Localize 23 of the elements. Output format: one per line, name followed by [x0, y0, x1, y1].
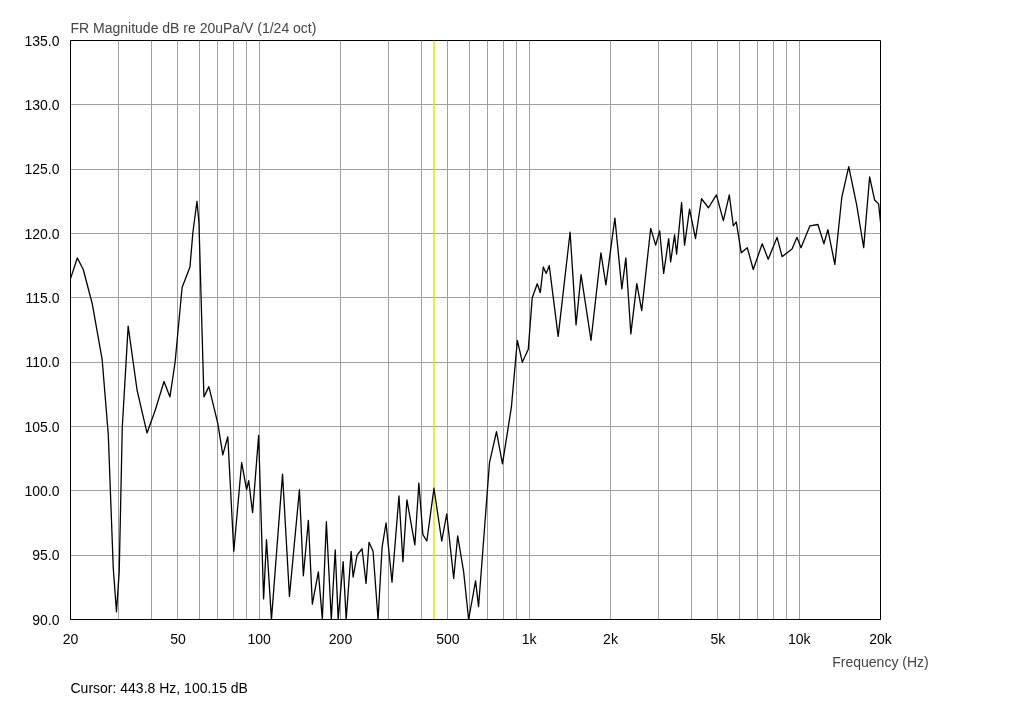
x-tick-label: 200 — [328, 630, 353, 647]
y-tick-label: 95.0 — [32, 547, 60, 564]
x-tick-label: 50 — [170, 630, 186, 647]
x-tick-label: 500 — [436, 630, 460, 647]
x-tick-label: 100 — [247, 630, 272, 647]
x-tick-label: 1k — [521, 630, 538, 647]
y-tick-label: 130.0 — [24, 96, 60, 113]
y-tick-label: 125.0 — [24, 161, 60, 178]
x-tick-label: 20 — [62, 630, 79, 647]
x-tick-label: 10k — [787, 630, 812, 647]
x-tick-label: 2k — [603, 630, 619, 647]
y-tick-label: 110.0 — [25, 354, 60, 371]
y-tick-label: 120.0 — [24, 225, 60, 242]
y-tick-label: 90.0 — [32, 611, 60, 628]
y-tick-label: 100.0 — [24, 482, 60, 499]
x-tick-label: 5k — [710, 630, 727, 647]
x-axis-title: Frequency (Hz) — [832, 653, 929, 670]
x-tick-label: 20k — [869, 630, 893, 647]
y-tick-label: 135.0 — [24, 32, 60, 49]
chart-title: FR Magnitude dB re 20uPa/V (1/24 oct) — [70, 19, 317, 36]
text: Cursor: 443.8 Hz, 100.15 dB — [70, 679, 248, 696]
y-tick-label: 105.0 — [24, 418, 60, 435]
y-tick-label: 115.0 — [25, 289, 60, 306]
